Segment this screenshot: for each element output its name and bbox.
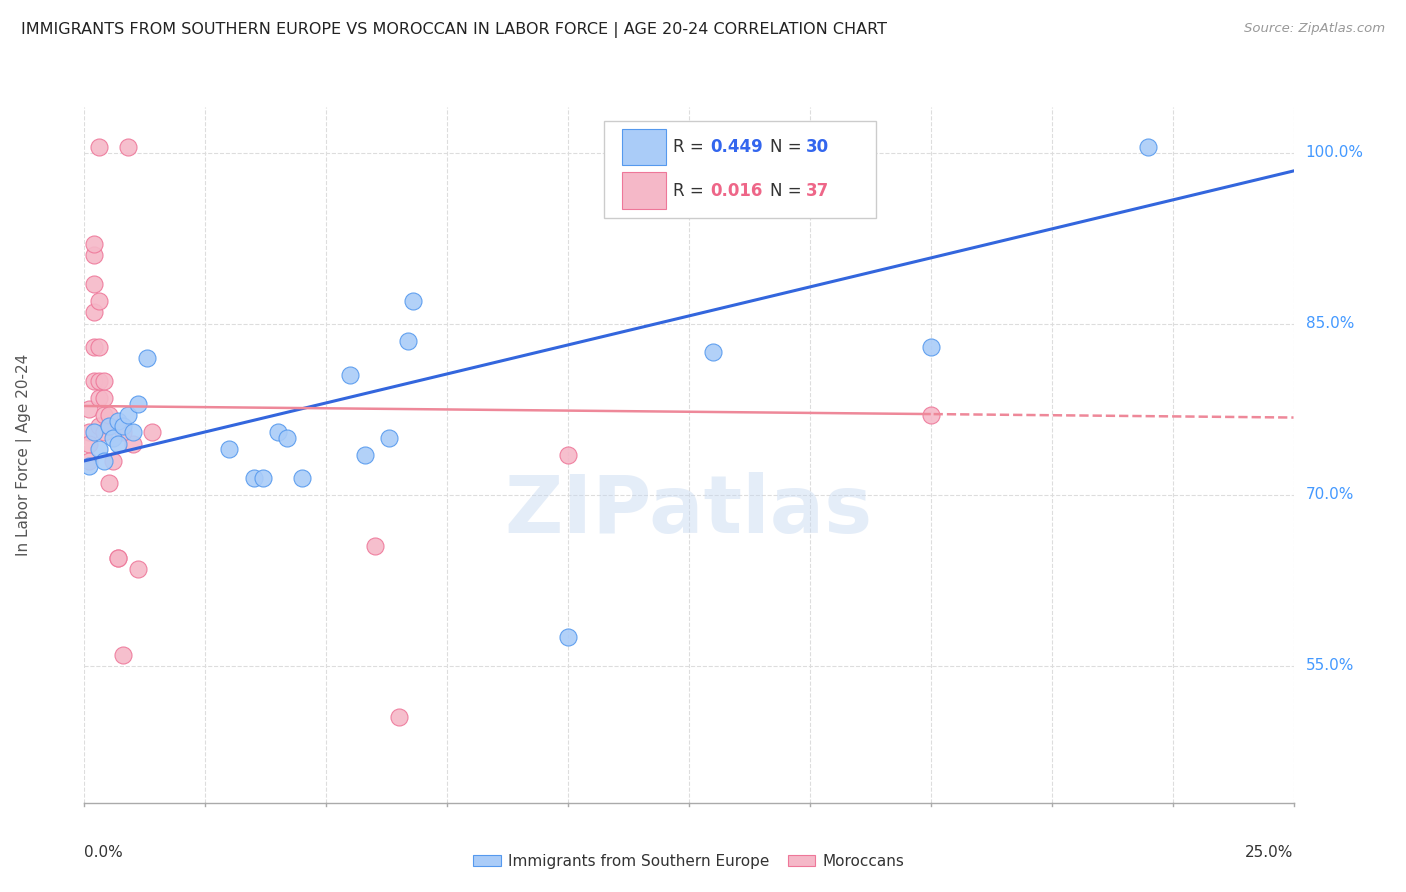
Point <box>97 419 120 434</box>
Point <box>378 431 401 445</box>
Point <box>87 293 110 308</box>
Point <box>87 442 110 457</box>
Point <box>1137 140 1160 154</box>
Point <box>83 340 105 354</box>
Point <box>103 431 125 445</box>
Text: ZIPatlas: ZIPatlas <box>505 472 873 549</box>
Point <box>87 340 110 354</box>
Text: R =: R = <box>673 182 709 200</box>
Text: 70.0%: 70.0% <box>1306 487 1354 502</box>
Point <box>557 631 579 645</box>
Text: 0.449: 0.449 <box>710 138 763 156</box>
Point <box>107 414 129 428</box>
FancyBboxPatch shape <box>605 121 876 219</box>
Point <box>242 471 264 485</box>
Point <box>77 453 100 467</box>
Point <box>83 248 105 262</box>
Point <box>702 345 724 359</box>
Text: Source: ZipAtlas.com: Source: ZipAtlas.com <box>1244 22 1385 36</box>
Point <box>93 408 115 422</box>
Point <box>117 140 139 154</box>
Text: IMMIGRANTS FROM SOUTHERN EUROPE VS MOROCCAN IN LABOR FORCE | AGE 20-24 CORRELATI: IMMIGRANTS FROM SOUTHERN EUROPE VS MOROC… <box>21 22 887 38</box>
Point <box>388 710 411 724</box>
Point <box>93 391 115 405</box>
Point <box>725 140 748 154</box>
FancyBboxPatch shape <box>623 172 666 209</box>
Point <box>93 425 115 439</box>
Point <box>107 550 129 565</box>
Point <box>267 425 290 439</box>
Point <box>112 648 135 662</box>
Point <box>77 425 100 439</box>
Point <box>77 402 100 417</box>
Text: 30: 30 <box>806 138 830 156</box>
Legend: Immigrants from Southern Europe, Moroccans: Immigrants from Southern Europe, Morocca… <box>467 848 911 875</box>
Text: R =: R = <box>673 138 709 156</box>
Point <box>252 471 274 485</box>
Point <box>107 550 129 565</box>
Point <box>93 374 115 388</box>
Point <box>77 459 100 474</box>
Text: 25.0%: 25.0% <box>1246 845 1294 860</box>
Text: N =: N = <box>770 182 807 200</box>
Point <box>396 334 419 348</box>
Point <box>87 374 110 388</box>
Point <box>557 448 579 462</box>
Point <box>339 368 361 382</box>
Point <box>363 539 385 553</box>
Point <box>291 471 314 485</box>
Text: 0.0%: 0.0% <box>84 845 124 860</box>
Point <box>920 408 942 422</box>
FancyBboxPatch shape <box>623 129 666 166</box>
Text: 55.0%: 55.0% <box>1306 658 1354 673</box>
Point <box>77 436 100 450</box>
Point <box>83 305 105 319</box>
Point <box>136 351 159 365</box>
Point <box>920 340 942 354</box>
Point <box>87 391 110 405</box>
Text: In Labor Force | Age 20-24: In Labor Force | Age 20-24 <box>15 354 32 556</box>
Point <box>218 442 240 457</box>
Point <box>97 419 120 434</box>
Text: 37: 37 <box>806 182 830 200</box>
Point <box>83 236 105 251</box>
Point <box>846 140 869 154</box>
Point <box>141 425 163 439</box>
Point <box>93 453 115 467</box>
Point <box>107 436 129 450</box>
Text: N =: N = <box>770 138 807 156</box>
Point <box>112 419 135 434</box>
Point <box>83 425 105 439</box>
Text: 85.0%: 85.0% <box>1306 317 1354 331</box>
Text: 100.0%: 100.0% <box>1306 145 1364 161</box>
Point <box>87 140 110 154</box>
Point <box>103 453 125 467</box>
Point <box>97 408 120 422</box>
Point <box>117 408 139 422</box>
Point <box>97 476 120 491</box>
Point <box>354 448 377 462</box>
Point <box>127 562 149 576</box>
Point <box>112 425 135 439</box>
Point <box>121 425 143 439</box>
Point <box>127 396 149 410</box>
Point <box>87 419 110 434</box>
Text: 0.016: 0.016 <box>710 182 763 200</box>
Point <box>83 277 105 291</box>
Point <box>823 140 845 154</box>
Point <box>276 431 298 445</box>
Point <box>83 374 105 388</box>
Point <box>121 436 143 450</box>
Point <box>402 293 425 308</box>
